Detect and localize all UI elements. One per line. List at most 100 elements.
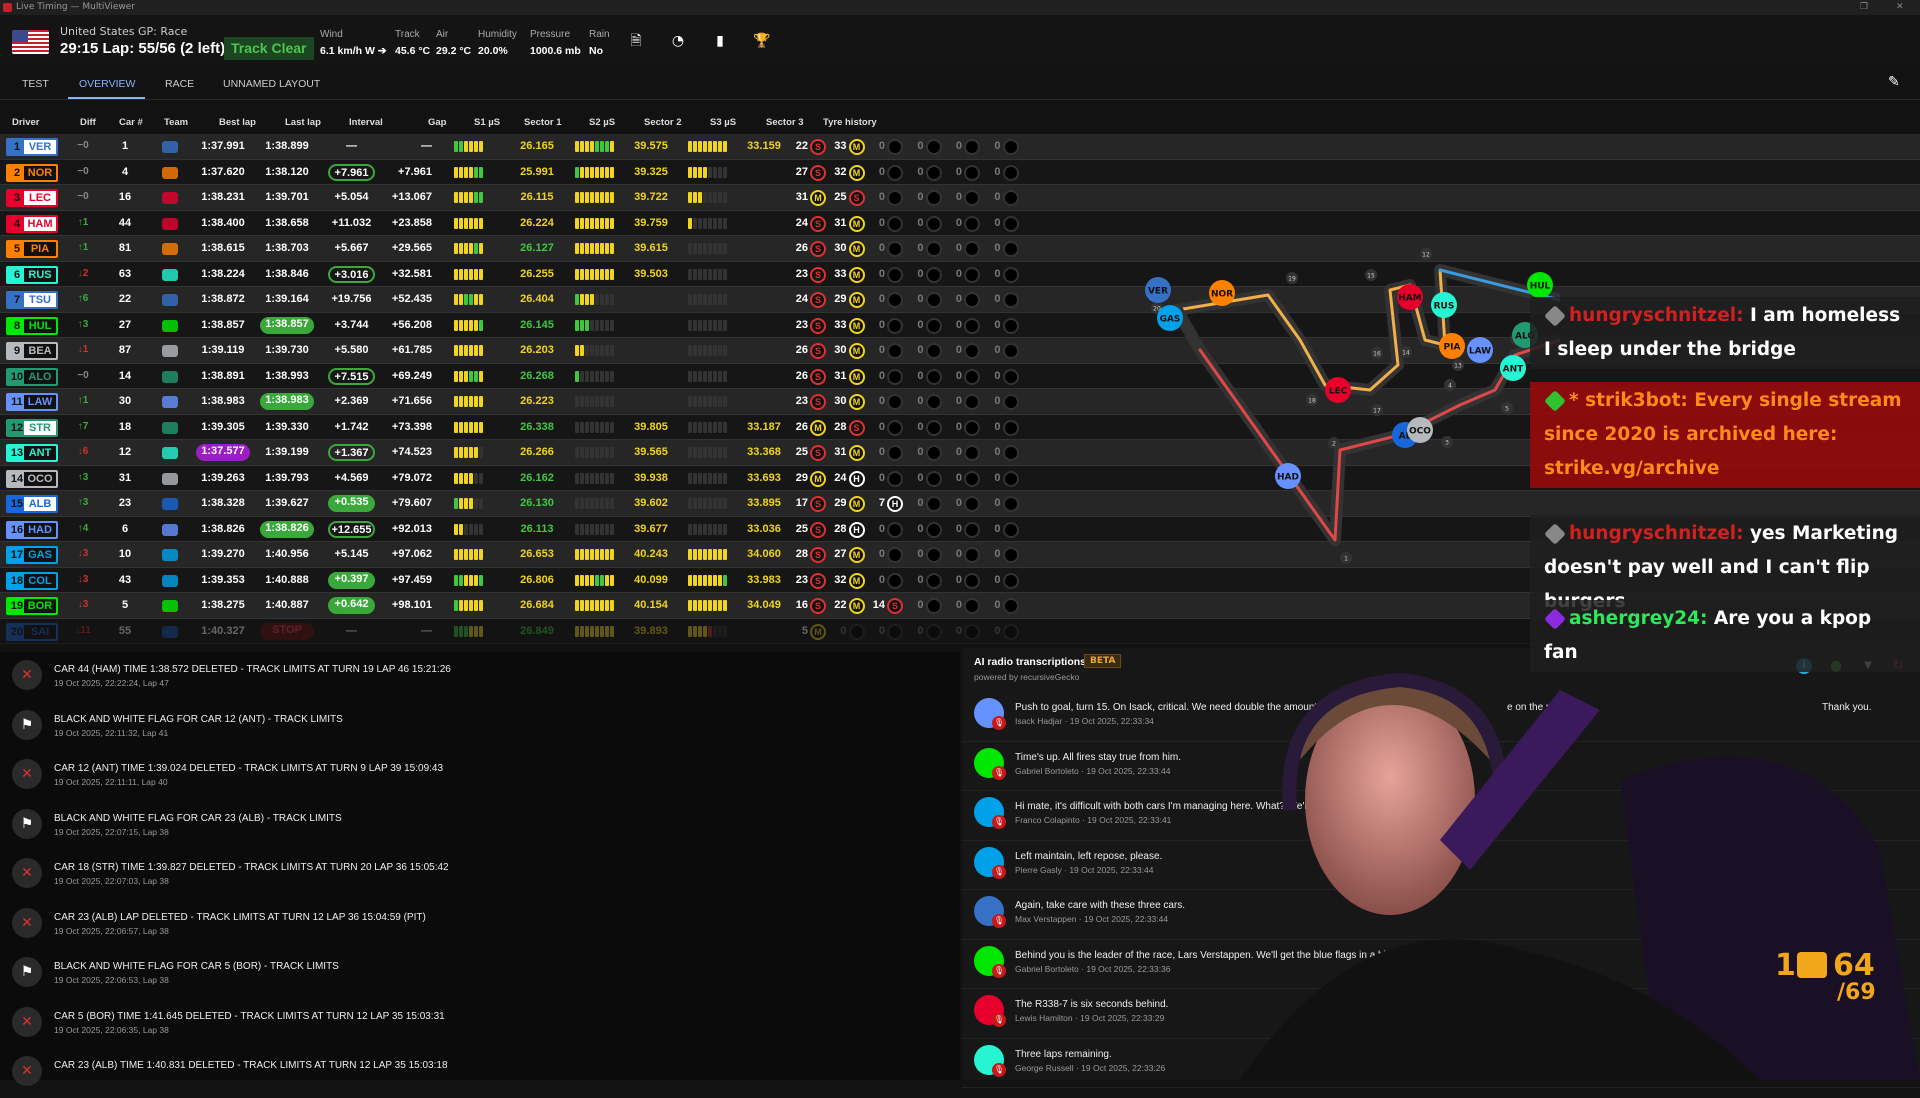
driver-badge[interactable]: 17 GAS <box>6 546 58 564</box>
table-row[interactable]: 6 RUS ↓2 63 1:38.224 1:38.846 +3.016 +32.581 26.… <box>0 261 1920 287</box>
microphone-icon[interactable]: 🎙 <box>992 815 1006 829</box>
column-header[interactable]: S3 µS <box>710 117 737 128</box>
mini-sector <box>688 217 692 229</box>
map-car-marker[interactable]: ANT <box>1500 355 1526 381</box>
map-car-marker[interactable]: HUL <box>1527 272 1553 298</box>
driver-badge[interactable]: 3 LEC <box>6 189 58 207</box>
tab-unnamed-layout[interactable]: UNNAMED LAYOUT <box>223 78 321 90</box>
radio-item[interactable]: 🎙 The R338-7 is six seconds behind. Lewis … <box>962 989 1920 1039</box>
column-header[interactable]: Interval <box>349 117 383 128</box>
map-car-marker[interactable]: OCO <box>1407 417 1433 443</box>
map-car-marker[interactable]: LAW <box>1467 337 1493 363</box>
driver-badge[interactable]: 16 HAD <box>6 520 58 539</box>
tab-test[interactable]: TEST <box>22 78 49 90</box>
radio-item[interactable]: 🎙 Three laps remaining. George Russell · 1… <box>962 1039 1920 1088</box>
mini-sector <box>575 523 579 535</box>
tyre-compound-icon <box>1002 368 1019 385</box>
driver-badge[interactable]: 12 STR <box>6 418 58 437</box>
map-car-marker[interactable]: LEC <box>1325 377 1351 403</box>
mini-sector <box>590 549 594 560</box>
map-car-marker[interactable]: PIA <box>1439 333 1465 359</box>
tyre-laps: 0 <box>994 267 1001 280</box>
table-row[interactable]: 2 NOR −0 4 1:37.620 1:38.120 +7.961 +7.961 25.99… <box>0 159 1920 185</box>
chat-username[interactable]: * strik3bot: <box>1569 390 1688 411</box>
chat-username[interactable]: hungryschnitzel: <box>1569 523 1744 544</box>
map-car-marker[interactable]: HAD <box>1275 463 1301 489</box>
column-header[interactable]: Sector 1 <box>524 117 562 128</box>
mini-sector <box>575 243 579 254</box>
column-header[interactable]: S2 µS <box>589 117 616 128</box>
driver-badge[interactable]: 6 RUS <box>6 265 58 284</box>
document-search-icon[interactable]: 🗎 <box>630 33 642 49</box>
driver-badge[interactable]: 8 HUL <box>6 316 58 335</box>
driver-badge[interactable]: 11 LAW <box>6 393 58 411</box>
radio-item[interactable]: 🎙 Again, take care with these three cars.… <box>962 890 1920 940</box>
column-header[interactable]: Best lap <box>219 117 256 128</box>
mini-sector <box>688 268 692 280</box>
driver-badge[interactable]: 5 PIA <box>6 240 58 258</box>
tyre-stint: 32 M <box>829 572 867 590</box>
microphone-icon[interactable]: 🎙 <box>992 1013 1006 1027</box>
table-row[interactable]: 1 VER −0 1 1:37.991 1:38.899— —26.165 39.575 33.… <box>0 134 1920 160</box>
car-number: 23 <box>118 497 132 509</box>
column-header[interactable]: Sector 3 <box>766 117 804 128</box>
column-header[interactable]: Team <box>164 117 189 128</box>
driver-badge[interactable]: 10 ALO <box>6 367 58 386</box>
radio-item[interactable]: 🎙 Left maintain, left repose, please. Pier… <box>962 841 1920 890</box>
driver-badge[interactable]: 18 COL <box>6 571 58 590</box>
radio-item[interactable]: 🎙 Hi mate, it's difficult with both cars … <box>962 791 1920 841</box>
tab-race[interactable]: RACE <box>165 78 195 90</box>
chat-username[interactable]: hungryschnitzel: <box>1569 305 1744 326</box>
driver-badge[interactable]: 1 VER <box>6 138 58 156</box>
driver-badge[interactable]: 15 ALB <box>6 495 58 513</box>
maximize-button[interactable]: ❐ <box>1860 2 1869 12</box>
bar-chart-icon[interactable]: ▮ <box>716 33 724 49</box>
column-header[interactable]: Tyre history <box>823 117 877 128</box>
table-row[interactable]: 3 LEC −0 16 1:38.231 1:39.701 +5.054 +13.067 26.… <box>0 185 1920 211</box>
close-button[interactable]: ✕ <box>1896 2 1904 12</box>
map-car-marker[interactable]: VER <box>1145 277 1171 303</box>
speedometer-icon[interactable]: ◔ <box>671 33 685 49</box>
column-header[interactable]: Gap <box>428 117 447 128</box>
mini-sector <box>713 447 717 458</box>
tyre-laps: 0 <box>917 216 924 229</box>
map-car-marker[interactable]: RUS <box>1431 292 1457 318</box>
driver-badge[interactable]: 7 TSU <box>6 291 58 309</box>
driver-badge[interactable]: 2 NOR <box>6 163 58 182</box>
driver-badge[interactable]: 19 BOR <box>6 597 58 615</box>
column-header[interactable]: Last lap <box>285 117 321 128</box>
microphone-icon[interactable]: 🎙 <box>992 963 1006 978</box>
radio-item[interactable]: 🎙 Push to goal, turn 15. On Isack, critic… <box>962 692 1920 742</box>
tab-overview[interactable]: OVERVIEW <box>79 78 136 90</box>
column-header[interactable]: Diff <box>80 117 96 128</box>
table-row[interactable]: 4 HAM ↑1 44 1:38.400 1:38.658 +11.032 +23.858 26… <box>0 210 1920 236</box>
turn-marker: 13 <box>1452 359 1464 371</box>
driver-badge[interactable]: 14 OCO <box>6 469 58 488</box>
trophy-icon[interactable]: 🏆 <box>753 33 771 49</box>
map-car-marker[interactable]: NOR <box>1209 280 1235 306</box>
microphone-icon[interactable]: 🎙 <box>992 914 1006 928</box>
column-header[interactable]: Sector 2 <box>644 117 682 128</box>
radio-item[interactable]: 🎙 Time's up. All fires stay true from him… <box>962 742 1920 791</box>
column-header[interactable]: Driver <box>12 117 40 128</box>
driver-badge[interactable]: 13 ANT <box>6 444 58 462</box>
column-header[interactable]: S1 µS <box>474 117 501 128</box>
table-row[interactable]: 5 PIA ↑1 81 1:38.615 1:38.703 +5.667 +29.565 26.… <box>0 236 1920 262</box>
microphone-icon[interactable]: 🎙 <box>992 716 1006 730</box>
table-row[interactable]: 15 ALB ↑3 23 1:38.328 1:39.627 +0.535 +79.607 26… <box>0 491 1920 517</box>
microphone-icon[interactable]: 🎙 <box>992 1062 1006 1077</box>
driver-badge[interactable]: 20 SAI <box>6 622 58 641</box>
chat-username[interactable]: ashergrey24: <box>1569 608 1708 629</box>
tyre-laps: 5 <box>801 624 808 637</box>
column-header[interactable]: Car # <box>119 117 143 128</box>
tyre-stint: 0 <box>906 623 944 641</box>
s2-mini-sectors <box>575 141 614 152</box>
microphone-icon[interactable]: 🎙 <box>992 765 1006 780</box>
edit-pencil-icon[interactable]: ✎ <box>1888 74 1900 90</box>
microphone-icon[interactable]: 🎙 <box>992 864 1006 879</box>
turn-marker: 3 <box>1441 436 1453 448</box>
driver-badge[interactable]: 9 BEA <box>6 342 58 360</box>
map-car-marker[interactable]: GAS <box>1157 305 1183 331</box>
driver-badge[interactable]: 4 HAM <box>6 214 58 233</box>
map-car-marker[interactable]: HAM <box>1397 284 1423 310</box>
